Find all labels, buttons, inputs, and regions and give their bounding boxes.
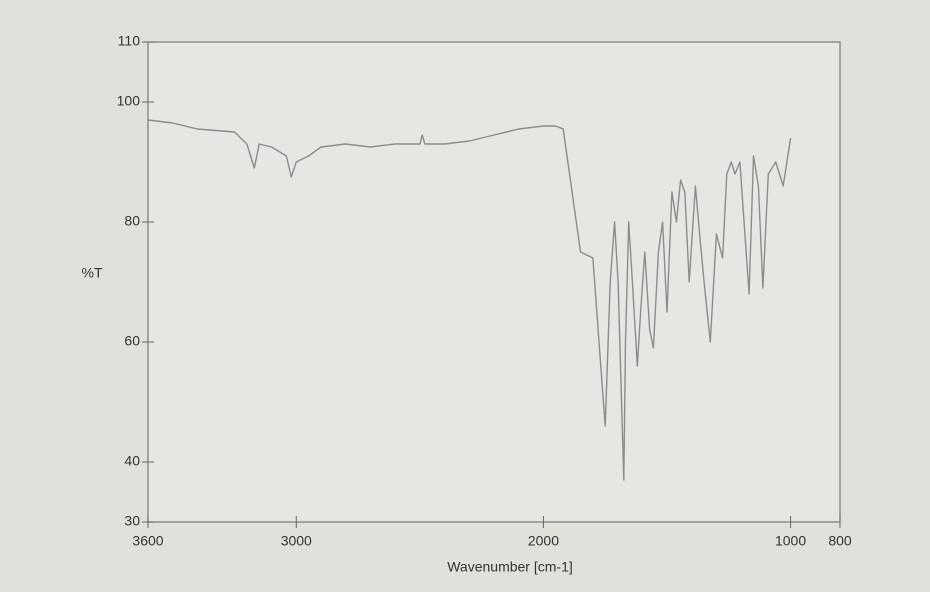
y-tick-label: 100 <box>117 93 141 109</box>
x-tick-label: 3000 <box>281 533 312 549</box>
y-tick-label: 110 <box>118 33 141 49</box>
x-axis-label: Wavenumber [cm-1] <box>447 559 573 575</box>
spectrum-line <box>147 119 792 481</box>
y-tick-label: 60 <box>124 333 140 349</box>
x-tick-label: 1000 <box>775 533 806 549</box>
x-tick-label: 3600 <box>132 533 163 549</box>
y-tick-label: 80 <box>124 213 140 229</box>
y-axis-label: %T <box>82 265 103 281</box>
plot-frame <box>147 41 841 523</box>
y-tick-label: 40 <box>124 453 140 469</box>
y-tick-label: 30 <box>124 513 140 529</box>
x-tick-label: 2000 <box>528 533 559 549</box>
x-tick-label: 800 <box>828 533 852 549</box>
